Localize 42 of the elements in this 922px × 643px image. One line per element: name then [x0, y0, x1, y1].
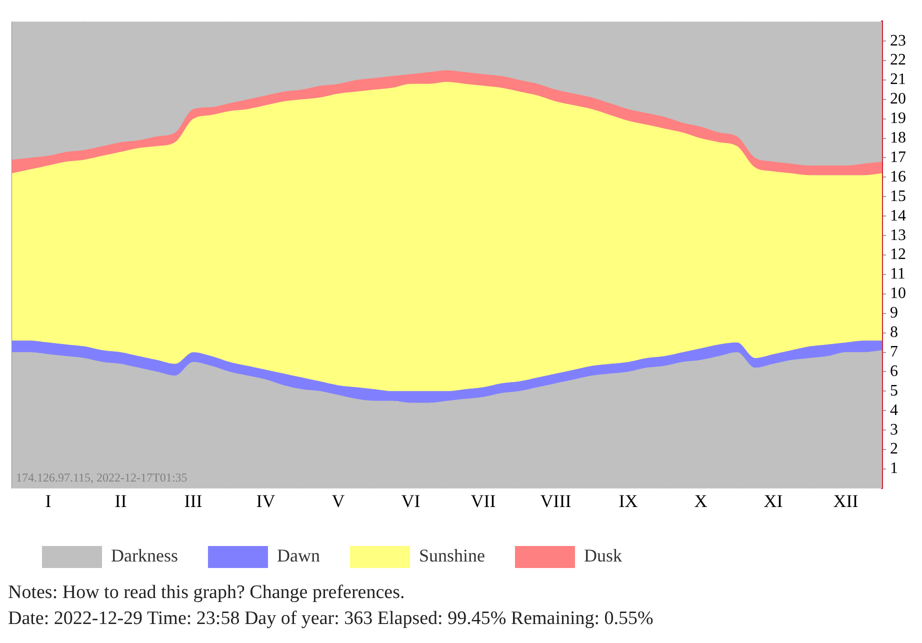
y-tick-label: 19: [890, 110, 906, 128]
y-tick-label: 13: [890, 226, 906, 244]
legend-label: Darkness: [111, 546, 178, 566]
y-tick-label: 12: [890, 246, 906, 264]
y-tick-label: 10: [890, 285, 906, 302]
x-tick-label: V: [332, 490, 345, 511]
y-tick-label: 15: [890, 188, 906, 205]
x-tick-label: VI: [401, 490, 420, 511]
y-tick-label: 18: [890, 130, 906, 147]
x-tick-label: X: [694, 490, 708, 511]
x-tick-label: VII: [470, 490, 496, 511]
x-tick-label: XII: [833, 490, 858, 511]
y-tick-label: 14: [890, 207, 906, 224]
y-tick-label: 5: [890, 382, 898, 400]
x-tick-label: I: [45, 490, 52, 511]
x-tick-label: IV: [256, 490, 276, 511]
annotation: 174.126.97.115, 2022-12-17T01:35: [16, 470, 188, 485]
x-tick-label: III: [184, 490, 202, 511]
y-tick-label: 17: [890, 148, 906, 166]
legend-label: Dusk: [584, 546, 622, 566]
legend-label: Dawn: [276, 546, 320, 566]
x-tick-label: VIII: [540, 490, 572, 511]
x-tick-label: II: [114, 490, 127, 511]
text: Date: 2022-12-29 Time: 23:58 Day of year: 363 Elapsed: 99.45% Remaining: 0.55%: [8, 608, 654, 630]
x-tick-label: IX: [618, 490, 638, 511]
text: Notes: How to read this graph? Change preferences.: [8, 582, 406, 604]
y-tick-label: 11: [890, 266, 906, 283]
y-tick-label: 1: [890, 460, 898, 478]
y-tick-label: 2: [890, 440, 898, 458]
y-tick-label: 16: [890, 168, 906, 186]
y-tick-label: 3: [890, 421, 898, 438]
y-tick-label: 4: [890, 402, 898, 419]
y-tick-label: 22: [890, 52, 906, 69]
y-tick-label: 21: [890, 71, 906, 88]
x-tick-label: XI: [764, 490, 783, 511]
y-tick-label: 23: [890, 32, 906, 50]
y-tick-label: 8: [890, 324, 898, 342]
y-tick-label: 6: [890, 362, 898, 380]
y-tick-label: 20: [890, 90, 906, 108]
y-tick-label: 9: [890, 304, 898, 322]
y-tick-label: 7: [890, 343, 898, 360]
legend-label: Sunshine: [418, 546, 485, 566]
